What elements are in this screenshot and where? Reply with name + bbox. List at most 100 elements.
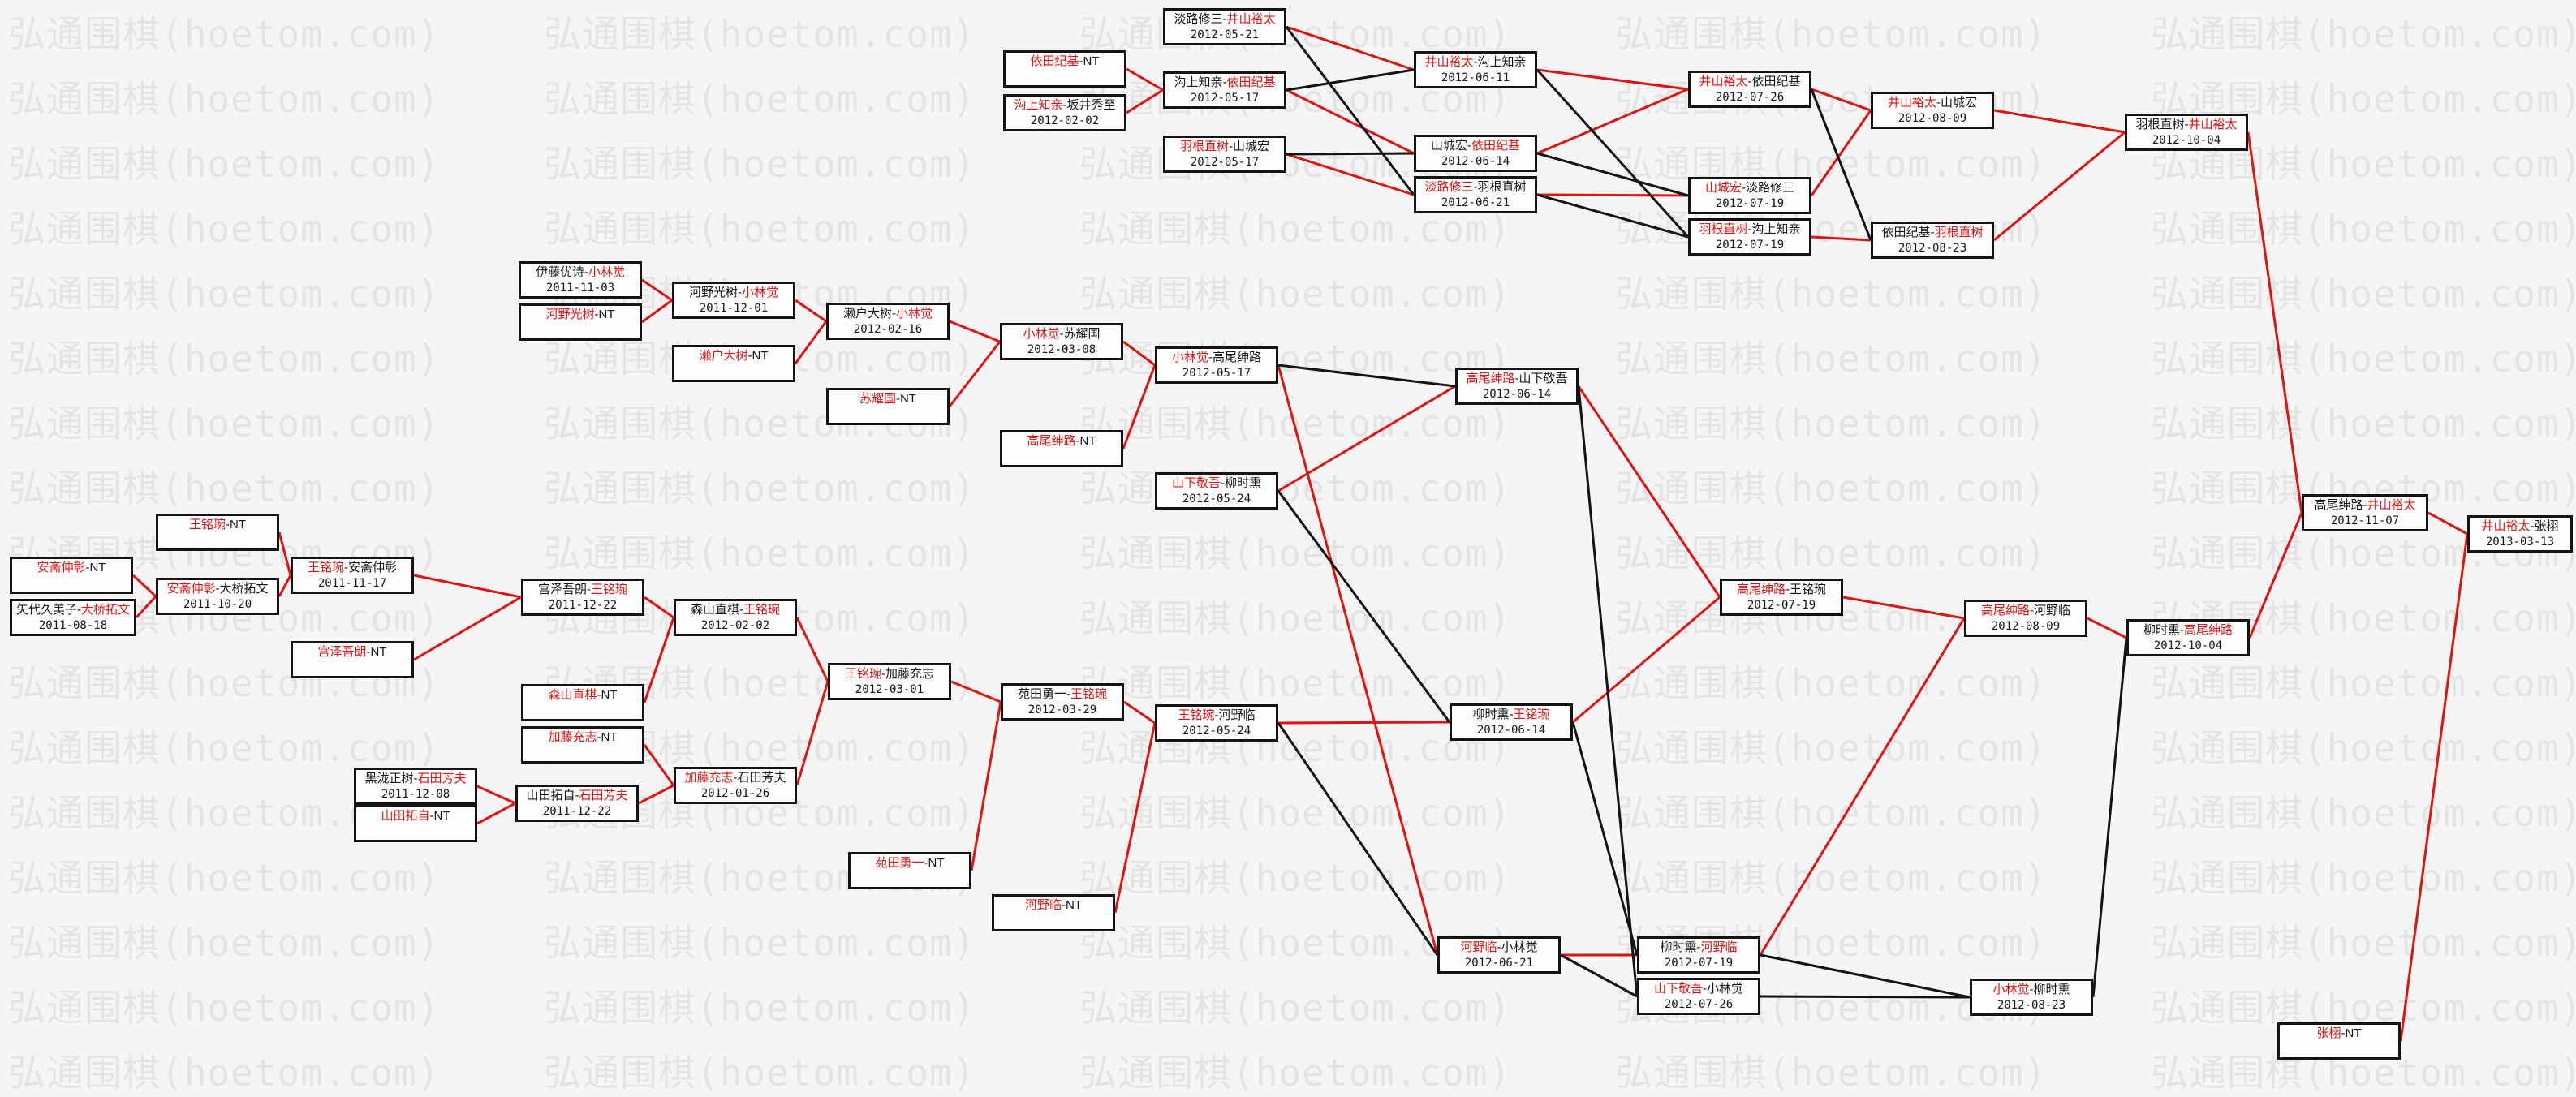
loser-path-line — [1560, 953, 1638, 998]
match-date: 2012-03-01 — [855, 683, 924, 696]
match-box-seto_nt[interactable]: 濑户大树-NT — [672, 345, 795, 382]
match-box-ito_kobayashi[interactable]: 伊藤优诗-小林觉 2011-11-03 — [519, 261, 642, 299]
match-box-miyazawa_o[interactable]: 宫泽吾朗-王铭琬 2011-12-22 — [521, 579, 644, 616]
match-box-kobayashi_ryu[interactable]: 小林觉-柳时熏 2012-08-23 — [1970, 979, 2093, 1016]
watermark-text: 弘通围棋(hoetom.com) — [1615, 337, 2048, 381]
bracket-lines-layer — [131, 25, 2469, 1042]
separator: - — [2030, 604, 2034, 617]
match-box-yamashita_ryu[interactable]: 山下敬吾-柳时熏 2012-05-24 — [1155, 472, 1278, 510]
match-box-yamashiro_yoda[interactable]: 山城宏-依田纪基 2012-06-14 — [1414, 135, 1537, 172]
match-box-takao_o[interactable]: 高尾绅路-王铭琬 2012-07-19 — [1720, 579, 1843, 616]
match-box-seto_kobayashi[interactable]: 濑户大树-小林觉 2012-02-16 — [826, 303, 950, 340]
match-box-hane_mizokami[interactable]: 羽根直树-沟上知亲 2012-07-19 — [1688, 218, 1811, 256]
match-box-yamada_ishida[interactable]: 山田拓自-石田芳夫 2011-12-22 — [515, 785, 639, 822]
match-box-yamada_nt[interactable]: 山田拓自-NT — [354, 805, 477, 842]
match-box-takao_nt[interactable]: 高尾绅路-NT — [1000, 430, 1123, 467]
match-box-iyama_yoda[interactable]: 井山裕太-依田纪基 2012-07-26 — [1688, 71, 1811, 108]
match-date: 2012-02-02 — [700, 619, 770, 632]
match-box-iyama_cho[interactable]: 井山裕太-张栩 2013-03-13 — [2467, 515, 2573, 553]
player-2-name: 坂井秀至 — [1066, 98, 1116, 112]
match-box-kono_kobayashi[interactable]: 河野光树-小林觉 2011-12-01 — [672, 282, 795, 319]
match-date: 2012-03-08 — [1027, 343, 1096, 356]
match-box-mizokami_yoda[interactable]: 沟上知亲-依田纪基 2012-05-17 — [1163, 71, 1286, 109]
match-box-o_nt[interactable]: 王铭琬-NT — [156, 514, 279, 551]
match-box-takao_iyama[interactable]: 高尾绅路-井山裕太 2012-11-07 — [2302, 494, 2428, 531]
match-date: 2012-07-19 — [1664, 957, 1734, 970]
match-date: 2012-08-23 — [1997, 999, 2066, 1012]
player-1-name: 羽根直树 — [1179, 140, 1229, 153]
match-players: 山田拓自-石田芳夫 — [518, 788, 636, 804]
match-box-iyama_yamashiro[interactable]: 井山裕太-山城宏 2012-08-09 — [1871, 92, 1994, 129]
winner-path-line — [476, 802, 516, 825]
match-box-ryu_takao[interactable]: 柳时熏-高尾绅路 2012-10-04 — [2126, 619, 2250, 656]
match-box-yamashita_kobayashi[interactable]: 山下敬吾-小林觉 2012-07-26 — [1637, 978, 1760, 1015]
player-2-name: NT — [370, 645, 387, 659]
match-date: 2012-01-26 — [700, 787, 770, 800]
match-box-kono_kobayashi2[interactable]: 河野临-小林觉 2012-06-21 — [1437, 936, 1561, 974]
match-box-so_nt[interactable]: 苏耀国-NT — [826, 388, 950, 425]
separator: - — [1936, 96, 1941, 110]
winner-path-line — [643, 744, 675, 786]
match-box-mizokami_sakai[interactable]: 沟上知亲-坂井秀至 2012-02-02 — [1003, 94, 1126, 131]
match-box-takao_yamashita[interactable]: 高尾绅路-山下敬吾 2012-06-14 — [1455, 368, 1579, 405]
separator: - — [1747, 222, 1752, 236]
separator: - — [2029, 983, 2034, 996]
match-box-yashiro_ohashi[interactable]: 矢代久美子-大桥拓文 2011-08-18 — [10, 599, 136, 636]
match-box-awaji_iyama[interactable]: 淡路修三-井山裕太 2012-05-21 — [1163, 8, 1286, 45]
player-2-name: 淡路修三 — [1746, 181, 1795, 195]
player-1-name: 王铭琬 — [188, 518, 226, 531]
match-players: 宫泽吾朗-NT — [293, 644, 411, 660]
player-1-name: 河野临 — [1024, 898, 1062, 912]
match-players: 淡路修三-羽根直树 — [1416, 179, 1535, 196]
match-box-yamashiro_awaji[interactable]: 山城宏-淡路修三 2012-07-19 — [1688, 177, 1811, 214]
match-players: 井山裕太-张栩 — [2470, 518, 2570, 535]
loser-path-line — [1277, 490, 1451, 723]
separator: - — [1208, 351, 1213, 364]
watermark-text: 弘通围棋(hoetom.com) — [1615, 402, 2048, 445]
match-box-ansai_ohashi[interactable]: 安斋伸彰-大桥拓文 2011-10-20 — [156, 578, 279, 615]
match-players: 羽根直树-沟上知亲 — [1691, 222, 1809, 238]
match-box-ryu_o[interactable]: 柳时熏-王铭琬 2012-06-14 — [1450, 703, 1573, 741]
match-box-yoda_hane[interactable]: 依田纪基-羽根直树 2012-08-23 — [1871, 222, 1994, 259]
match-box-moriyama_o[interactable]: 森山直棋-王铭琬 2012-02-02 — [674, 599, 797, 636]
player-1-name: 矢代久美子 — [15, 603, 77, 617]
match-box-kobayashi_takao[interactable]: 小林觉-高尾绅路 2012-05-17 — [1155, 346, 1278, 384]
match-box-hane_yamashiro[interactable]: 羽根直树-山城宏 2012-05-17 — [1163, 136, 1286, 173]
match-box-takao_kono[interactable]: 高尾绅路-河野临 2012-08-09 — [1964, 600, 2087, 637]
match-box-kato_ishida[interactable]: 加藤充志-石田芳夫 2012-01-26 — [674, 767, 797, 804]
match-players: 沟上知亲-坂井秀至 — [1006, 97, 1124, 114]
match-box-kono_rin_nt[interactable]: 河野临-NT — [992, 894, 1115, 931]
match-box-sonoda_nt[interactable]: 苑田勇一-NT — [848, 852, 971, 889]
match-box-cho_nt[interactable]: 张栩-NT — [2277, 1022, 2401, 1060]
match-box-kurotaki_ishida[interactable]: 黑泷正树-石田芳夫 2011-12-08 — [354, 768, 477, 805]
player-2-name: 苏耀国 — [1063, 327, 1101, 341]
match-box-o_ansai[interactable]: 王铭琬-安斋伸彰 2011-11-17 — [291, 557, 414, 594]
separator: - — [1786, 583, 1790, 596]
match-box-o_kato[interactable]: 王铭琬-加藤充志 2012-03-01 — [828, 663, 951, 700]
match-box-moriyama_nt[interactable]: 森山直棋-NT — [521, 684, 644, 721]
match-box-o_kono[interactable]: 王铭琬-河野临 2012-05-24 — [1155, 704, 1278, 742]
winner-path-line — [1123, 700, 1156, 725]
match-box-ryu_kono[interactable]: 柳时熏-河野临 2012-07-19 — [1637, 936, 1760, 974]
match-box-yoda_nt[interactable]: 依田纪基-NT — [1003, 50, 1126, 88]
winner-path-line — [1536, 88, 1689, 155]
match-box-sonoda_o[interactable]: 苑田勇一-王铭琬 2012-03-29 — [1001, 683, 1124, 721]
match-box-ansai_nt[interactable]: 安斋伸彰-NT — [10, 557, 133, 594]
player-2-name: 羽根直树 — [1477, 180, 1527, 194]
match-box-kono_m_nt[interactable]: 河野光树-NT — [519, 303, 642, 341]
match-box-kato_nt[interactable]: 加藤充志-NT — [521, 726, 644, 764]
match-date: 2012-08-23 — [1898, 242, 1967, 255]
match-box-miyazawa_nt[interactable]: 宫泽吾朗-NT — [291, 641, 414, 678]
player-1-name: 井山裕太 — [1887, 96, 1936, 110]
match-box-kobayashi_so[interactable]: 小林觉-苏耀国 2012-03-08 — [1000, 323, 1123, 360]
watermark-text: 弘通围棋(hoetom.com) — [1615, 791, 2048, 835]
loser-path-line — [1760, 995, 1971, 999]
watermark-text: 弘通围棋(hoetom.com) — [2151, 402, 2576, 445]
match-box-hane_iyama[interactable]: 羽根直树-井山裕太 2012-10-04 — [2125, 114, 2248, 151]
winner-path-line — [948, 341, 1002, 407]
match-box-iyama_mizokami[interactable]: 井山裕太-沟上知亲 2012-06-11 — [1414, 51, 1537, 88]
loser-path-line — [1536, 193, 1689, 239]
watermark-text: 弘通围棋(hoetom.com) — [1079, 272, 1512, 316]
match-box-awaji_hane[interactable]: 淡路修三-羽根直树 2012-06-21 — [1414, 176, 1537, 213]
separator: - — [366, 645, 371, 659]
